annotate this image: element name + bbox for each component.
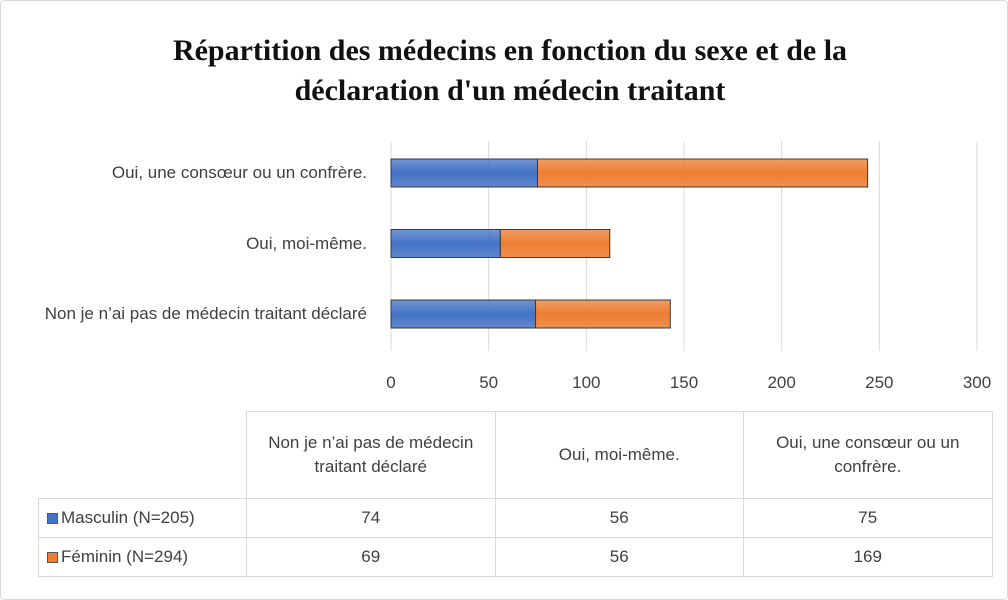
legend-key xyxy=(47,512,58,524)
table-value: 56 xyxy=(494,498,744,538)
legend-label: Masculin (N=205) xyxy=(61,508,195,527)
legend-cell: Masculin (N=205) xyxy=(38,498,247,538)
category-label: Non je n’ai pas de médecin traitant décl… xyxy=(21,290,367,338)
bar xyxy=(390,158,538,188)
table-value: 74 xyxy=(246,498,496,538)
x-tick-label: 250 xyxy=(865,373,894,392)
category-label: Oui, une consœur ou un confrère. xyxy=(21,149,367,197)
category-text: Non je n’ai pas de médecin traitant décl… xyxy=(44,304,367,323)
bar xyxy=(537,158,869,188)
x-tick-label: 100 xyxy=(572,373,601,392)
legend-key xyxy=(47,551,58,563)
bar xyxy=(535,299,671,329)
category-label: Oui, moi-même. xyxy=(21,220,367,268)
table-value: 169 xyxy=(743,537,993,577)
table-value: 75 xyxy=(743,498,993,538)
chart-title: Répartition des médecins en fonction du … xyxy=(172,34,848,107)
x-tick-label: 300 xyxy=(962,373,992,392)
category-text: Oui, une consœur ou un confrère. xyxy=(111,163,367,182)
bar xyxy=(390,229,501,258)
category-text: Oui, moi-même. xyxy=(246,233,367,253)
table-value: 56 xyxy=(494,537,744,577)
table-header: Oui, moi-même. xyxy=(494,411,744,499)
table-header: Oui, une consœur ou un confrère. xyxy=(743,411,993,499)
legend-label: Féminin (N=294) xyxy=(61,547,189,566)
table-header: Non je n’ai pas de médecin traitant décl… xyxy=(246,411,496,499)
x-tick-label: 50 xyxy=(479,373,499,392)
x-tick-label: 150 xyxy=(669,373,699,392)
x-tick-label: 0 xyxy=(386,373,396,392)
table-value: 69 xyxy=(246,537,496,577)
legend-cell: Féminin (N=294) xyxy=(38,537,247,577)
bar xyxy=(390,299,537,329)
x-tick-label: 200 xyxy=(767,373,796,392)
bar xyxy=(499,229,611,258)
